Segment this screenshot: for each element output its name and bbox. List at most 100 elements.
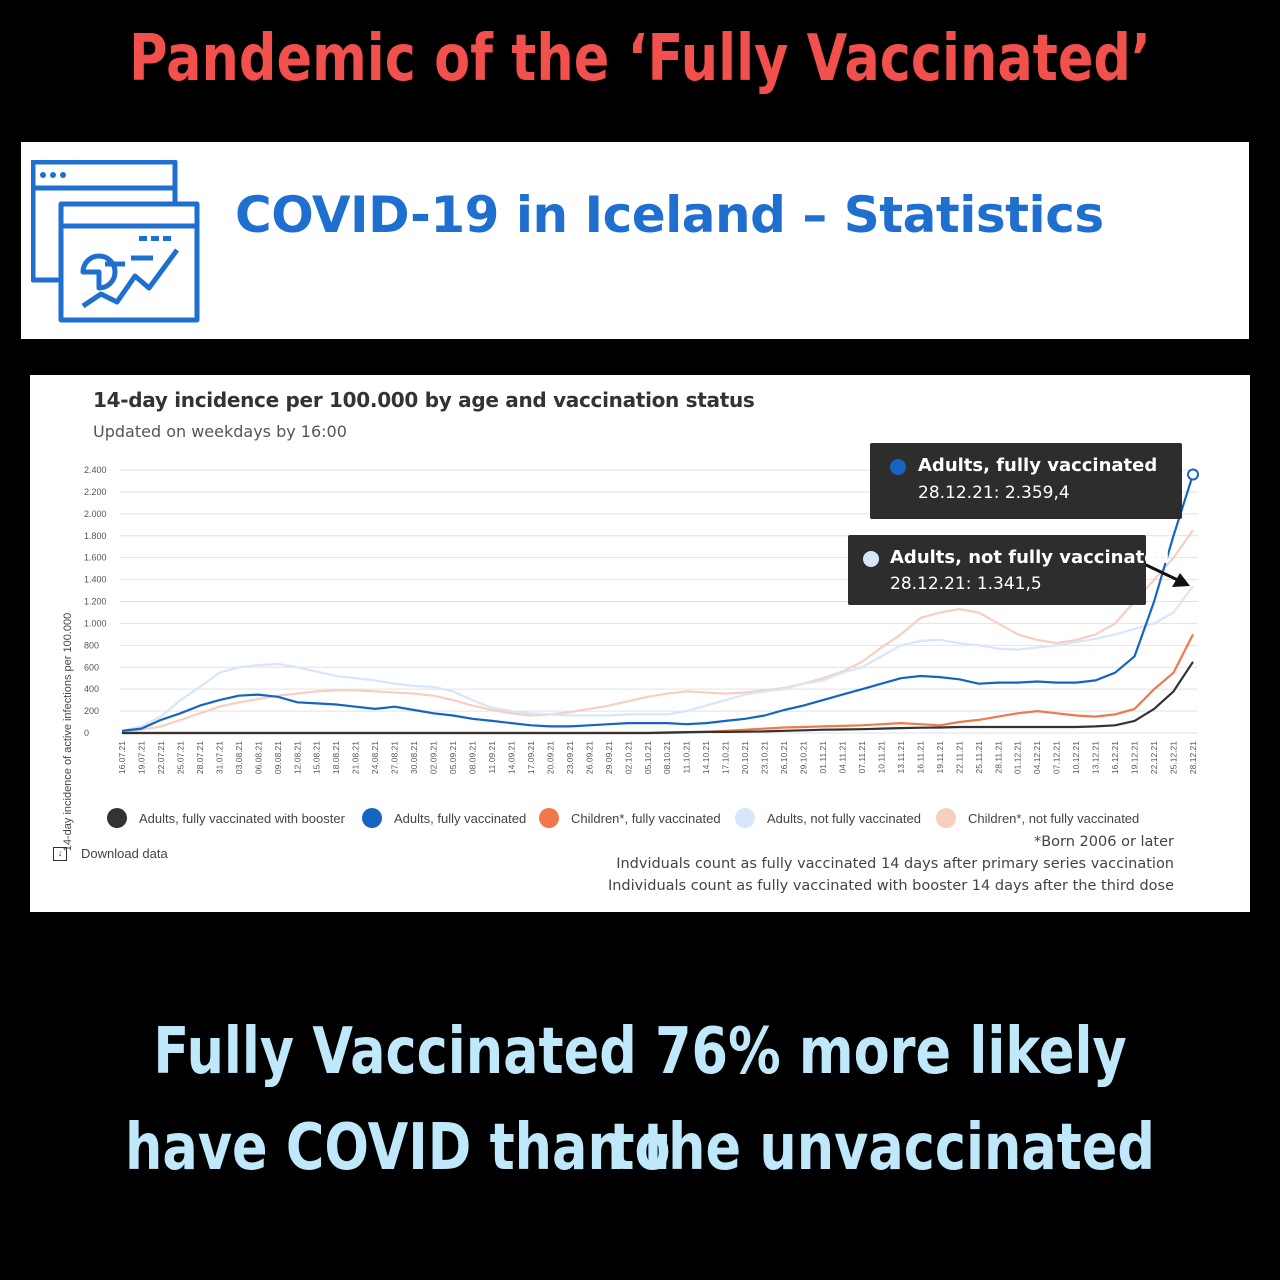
x-tick-label: 25.11.21 [974,741,984,774]
x-tick-label: 02.09.21 [429,741,439,774]
x-tick-label: 09.08.21 [273,741,283,774]
x-tick-label: 12.08.21 [292,741,302,774]
tooltip-adults-fully-vaccinated: Adults, fully vaccinated 28.12.21: 2.359… [870,443,1182,519]
download-data-button[interactable]: ↓ Download data [53,846,168,861]
x-tick-label: 28.12.21 [1188,741,1198,774]
y-tick-label: 0 [84,728,89,738]
y-tick-label: 2.200 [84,487,107,497]
series-line-adults-fully-vaccinated [121,474,1195,732]
y-tick-label: 2.000 [84,509,107,519]
note-fully-vaccinated: Indviduals count as fully vaccinated 14 … [616,856,1174,872]
legend-label: Adults, fully vaccinated [394,810,527,826]
y-tick-label: 200 [84,706,99,716]
x-tick-label: 06.08.21 [253,741,263,774]
x-tick-label: 30.08.21 [409,741,419,774]
legend-label: Children*, fully vaccinated [571,810,721,826]
series-line-adults-not-fully-vaccinated [121,585,1194,732]
x-tick-label: 04.11.21 [837,741,847,774]
x-tick-label: 28.07.21 [195,741,205,774]
x-tick-label: 19.11.21 [935,741,945,774]
download-icon: ↓ [53,846,67,861]
tooltip-dot [890,459,906,475]
x-tick-label: 17.09.21 [526,741,536,774]
note-born: *Born 2006 or later [1033,834,1174,850]
x-tick-label: 23.09.21 [565,741,575,774]
x-tick-label: 16.07.21 [117,741,127,774]
x-tick-label: 29.09.21 [604,741,614,774]
x-tick-label: 18.08.21 [331,741,341,774]
x-tick-label: 08.10.21 [662,741,672,774]
legend-dot [107,808,127,828]
tooltip-value: 28.12.21: 1.341,5 [890,574,1042,594]
chart-panel: 14-day incidence per 100.000 by age and … [30,375,1250,912]
x-tick-label: 20.09.21 [545,741,555,774]
download-label: Download data [81,846,168,861]
line-chart: 0 200 400 600 800 1.000 1.200 1.400 1.600 1.800 2.… [84,465,1199,774]
x-tick-label: 01.11.21 [818,741,828,774]
y-tick-label: 400 [84,684,99,694]
x-tick-label: 03.08.21 [234,741,244,774]
x-tick-label: 13.12.21 [1091,741,1101,774]
y-tick-label: 600 [84,662,99,672]
x-tick-label: 22.12.21 [1149,741,1159,774]
x-tick-label: 29.10.21 [799,741,809,774]
tooltip-dot [863,551,879,567]
chart-subtitle: Updated on weekdays by 16:00 [93,422,347,441]
series-line-adults-fully-vaccinated-with-booster [122,661,1194,735]
legend-label: Children*, not fully vaccinated [968,810,1140,826]
legend-label: Adults, fully vaccinated with booster [139,810,345,826]
x-tick-label: 08.09.21 [468,741,478,774]
x-tick-label: 13.11.21 [896,741,906,774]
y-tick-label: 1.000 [84,618,107,628]
x-tick-label: 07.11.21 [857,741,867,774]
x-tick-label: 25.12.21 [1169,741,1179,774]
x-tick-label: 04.12.21 [1032,741,1042,774]
x-tick-label: 26.09.21 [584,741,594,774]
dashboard-chart-icon [31,160,200,323]
y-tick-label: 2.400 [84,465,107,475]
pointer-arrowhead [1172,573,1190,587]
chart-title: 14-day incidence per 100.000 by age and … [93,388,755,412]
tooltip-adults-not-fully-vaccinated: Adults, not fully vaccinated 28.12.21: 1… [848,535,1169,605]
x-tick-label: 14.10.21 [701,741,711,774]
x-tick-label: 10.12.21 [1071,741,1081,774]
legend-item[interactable]: Adults, fully vaccinated [362,808,526,828]
tooltip-series-name: Adults, not fully vaccinated [890,547,1170,568]
y-tick-label: 800 [84,640,99,650]
x-tick-label: 28.11.21 [993,741,1003,774]
x-tick-label: 21.08.21 [351,741,361,774]
headline: Pandemic of the ‘Fully Vaccinated’ [129,22,1151,96]
series-line-children-not-fully-vaccinated [121,529,1194,735]
x-tick-label: 10.11.21 [876,741,886,774]
series-line-children-fully-vaccinated [122,633,1194,735]
legend-item[interactable]: Adults, fully vaccinated with booster [107,808,345,828]
legend-label: Adults, not fully vaccinated [767,810,921,826]
y-tick-label: 1.800 [84,531,107,541]
x-tick-label: 01.12.21 [1013,741,1023,774]
x-tick-label: 05.09.21 [448,741,458,774]
x-tick-label: 31.07.21 [214,741,224,774]
legend-item[interactable]: Children*, not fully vaccinated [936,808,1139,828]
highlighted-point [1187,468,1199,481]
legend-dot [936,808,956,828]
legend-item[interactable]: Adults, not fully vaccinated [735,808,921,828]
x-tick-label: 07.12.21 [1052,741,1062,774]
pointer-arrow [1143,562,1183,584]
x-tick-label: 24.08.21 [370,741,380,774]
caption-line-2: have COVID than the unvaccinated [125,1111,1155,1185]
x-tick-label: 26.10.21 [779,741,789,774]
x-tick-label: 22.11.21 [954,741,964,774]
legend-dot [539,808,559,828]
x-tick-label: 16.11.21 [915,741,925,774]
x-tick-label: 19.12.21 [1130,741,1140,774]
x-tick-label: 27.08.21 [390,741,400,774]
x-tick-label: 20.10.21 [740,741,750,774]
x-tick-label: 23.10.21 [760,741,770,774]
x-tick-label: 19.07.21 [136,741,146,774]
y-tick-label: 1.200 [84,597,107,607]
note-booster: Individuals count as fully vaccinated wi… [607,878,1174,894]
legend-item[interactable]: Children*, fully vaccinated [539,808,721,828]
caption-line-1: Fully Vaccinated 76% more likely to [153,1015,1127,1185]
x-tick-label: 17.10.21 [721,741,731,774]
x-tick-label: 25.07.21 [175,741,185,774]
